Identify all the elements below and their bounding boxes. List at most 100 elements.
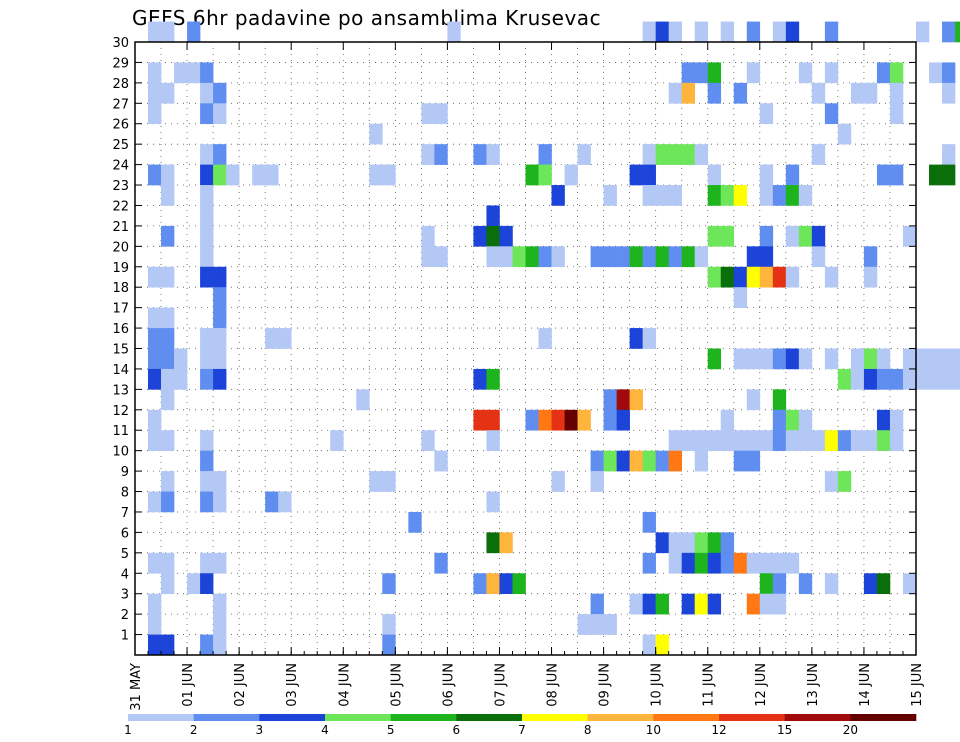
precip-cell — [642, 144, 656, 165]
precip-cell — [161, 573, 175, 594]
precip-cell — [929, 348, 943, 370]
legend-swatch — [653, 714, 720, 721]
precip-cell — [174, 368, 188, 390]
precip-cell — [200, 266, 214, 288]
precip-cell — [955, 348, 960, 370]
precip-cell — [616, 389, 630, 411]
precip-cell — [486, 409, 500, 431]
precip-cell — [174, 62, 188, 84]
precip-cell — [421, 246, 435, 268]
precip-cell — [434, 450, 448, 472]
precip-cell — [148, 430, 162, 451]
precip-cell — [785, 552, 800, 574]
precip-cell — [811, 246, 826, 268]
precip-cell — [863, 573, 878, 594]
precip-cell — [161, 471, 175, 492]
precip-cell — [746, 552, 761, 574]
precip-cell — [616, 246, 630, 268]
precip-cell — [681, 430, 696, 451]
precip-cell — [811, 225, 826, 247]
precip-cell — [720, 266, 735, 288]
y-tick-label: 1 — [121, 629, 129, 644]
precip-cell — [668, 552, 682, 574]
precip-cell — [161, 491, 175, 513]
precip-cell — [837, 123, 852, 145]
precip-cell — [642, 185, 656, 206]
precip-cell — [694, 532, 709, 554]
precip-cell — [811, 82, 826, 104]
precip-cell — [434, 246, 448, 268]
precip-cell — [278, 328, 292, 349]
precip-cell — [590, 450, 604, 472]
precip-cell — [889, 368, 904, 390]
precip-cell — [421, 144, 435, 165]
precip-cell — [603, 185, 617, 206]
precip-cell — [759, 266, 774, 288]
precip-cell — [486, 205, 500, 227]
x-tick-label: 06 JUN — [441, 663, 456, 707]
precip-cell — [733, 185, 748, 206]
precip-cell — [642, 511, 656, 533]
precip-cell — [707, 552, 722, 574]
legend-swatch — [325, 714, 391, 721]
precip-cell — [577, 409, 591, 431]
precip-cell — [707, 266, 722, 288]
precip-cell — [148, 62, 162, 84]
precip-cell — [824, 573, 839, 594]
precip-cell — [798, 573, 813, 594]
precip-cell — [421, 225, 435, 247]
precip-cell — [148, 614, 162, 635]
legend-label: 6 — [453, 723, 461, 737]
precip-cell — [213, 164, 227, 186]
precip-cell — [161, 368, 175, 390]
precip-cell — [876, 164, 891, 186]
precip-cell — [942, 164, 956, 186]
precip-cell — [772, 185, 787, 206]
y-tick-label: 3 — [121, 588, 129, 603]
precip-cell — [772, 21, 787, 43]
precip-cell — [837, 471, 852, 492]
precip-cell — [955, 368, 960, 390]
precip-cell — [694, 246, 709, 268]
precip-cell — [694, 552, 709, 574]
precip-cell — [148, 164, 162, 186]
y-tick-label: 6 — [121, 526, 129, 541]
precip-cell — [200, 348, 214, 370]
precip-cell — [538, 246, 552, 268]
y-tick-label: 17 — [112, 302, 129, 317]
precip-cell — [929, 368, 943, 390]
precip-cell — [955, 21, 960, 43]
precip-cell — [473, 573, 487, 594]
precip-cell — [655, 185, 669, 206]
y-tick-label: 8 — [121, 486, 129, 501]
x-tick-label: 12 JUN — [754, 663, 769, 707]
precip-cell — [694, 144, 709, 165]
precip-cell — [486, 491, 500, 513]
precip-cell — [746, 21, 761, 43]
precip-cell — [707, 82, 722, 104]
precip-cell — [486, 144, 500, 165]
precip-cell — [798, 348, 813, 370]
precip-cell — [811, 430, 826, 451]
precip-cell — [161, 164, 175, 186]
precip-cell — [590, 246, 604, 268]
precip-cell — [681, 82, 696, 104]
precip-cell — [929, 62, 943, 84]
precip-cell — [824, 348, 839, 370]
precip-cell — [772, 409, 787, 431]
precip-cell — [538, 144, 552, 165]
precip-cell — [655, 634, 669, 656]
precip-cell — [733, 552, 748, 574]
x-tick-label: 31 MAY — [129, 663, 144, 711]
precip-cell — [850, 368, 865, 390]
precip-cell — [668, 430, 682, 451]
x-tick-label: 09 JUN — [598, 663, 613, 707]
x-tick-label: 10 JUN — [650, 663, 665, 707]
y-tick-label: 7 — [121, 506, 129, 521]
precip-cell — [590, 593, 604, 615]
precip-cell — [876, 62, 891, 84]
precip-cell — [759, 348, 774, 370]
legend-swatch — [784, 714, 851, 721]
precip-cell — [642, 552, 656, 574]
